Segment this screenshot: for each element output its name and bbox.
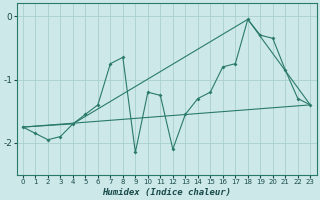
X-axis label: Humidex (Indice chaleur): Humidex (Indice chaleur) [102, 188, 231, 197]
